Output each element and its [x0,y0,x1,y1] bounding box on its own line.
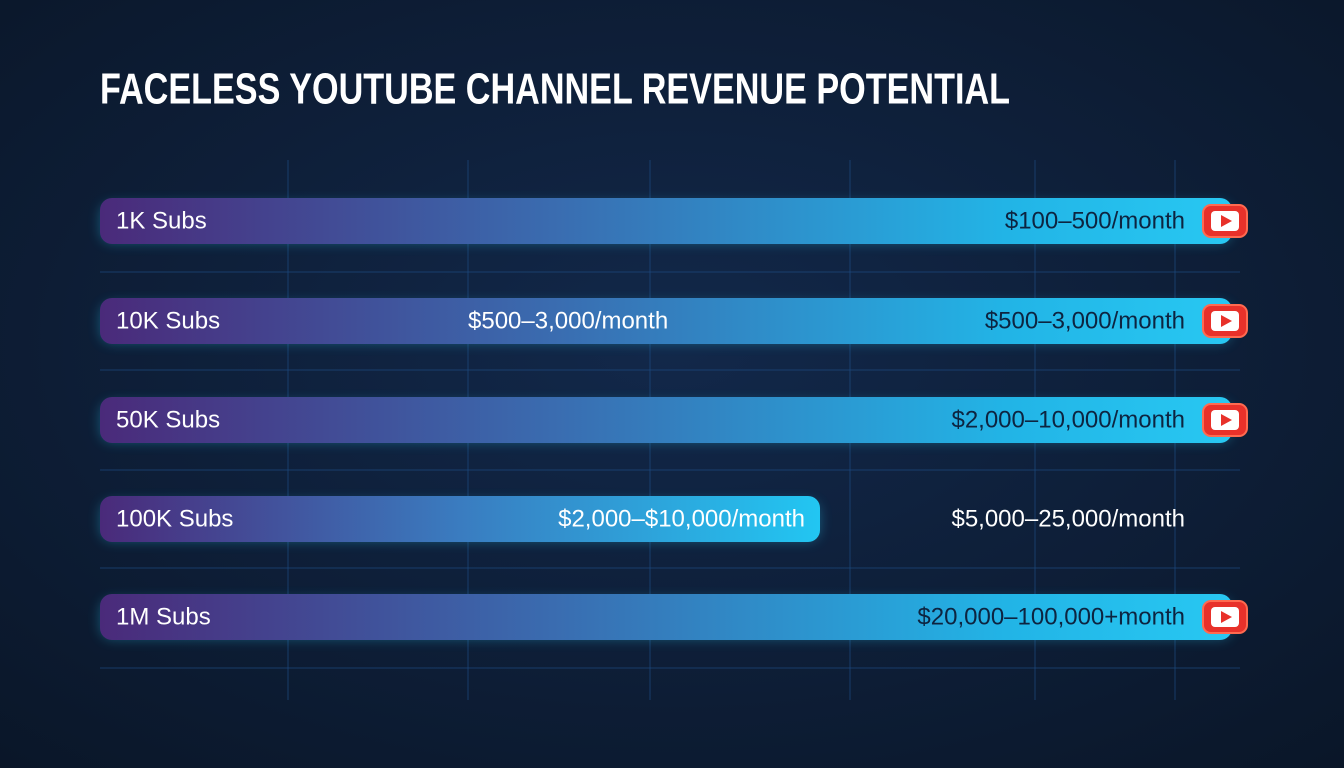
revenue: $2,000–10,000/month [951,406,1185,433]
row: 50K Subs $2,000–10,000/month [100,397,1248,443]
youtube-icon [1202,600,1248,634]
row: 10K Subs $500–3,000/month $500–3,000/mon… [100,298,1248,344]
title: FACELESS YOUTUBE CHANNEL REVENUE POTENTI… [100,65,1010,114]
row-label: 1K Subs [116,207,207,234]
revenue: $500–3,000/month [985,307,1185,334]
middle-text: $500–3,000/month [468,307,668,334]
bar [100,594,1232,640]
bar [100,198,1232,244]
row-label: 10K Subs [116,307,220,334]
row: 1M Subs $20,000–100,000+month [100,594,1248,640]
bar [100,397,1232,443]
youtube-icon [1202,204,1248,238]
youtube-icon [1202,403,1248,437]
revenue: $20,000–100,000+month [917,603,1185,630]
row: 100K Subs $2,000–$10,000/month $5,000–25… [100,496,1185,542]
bar [100,298,1232,344]
revenue: $100–500/month [1005,207,1185,234]
row: 1K Subs $100–500/month [100,198,1248,244]
row-label: 100K Subs [116,505,233,532]
bar-text: $2,000–$10,000/month [558,505,805,532]
bar [100,496,820,542]
row-label: 1M Subs [116,603,211,630]
revenue: $5,000–25,000/month [951,505,1185,532]
row-label: 50K Subs [116,406,220,433]
youtube-icon [1202,304,1248,338]
